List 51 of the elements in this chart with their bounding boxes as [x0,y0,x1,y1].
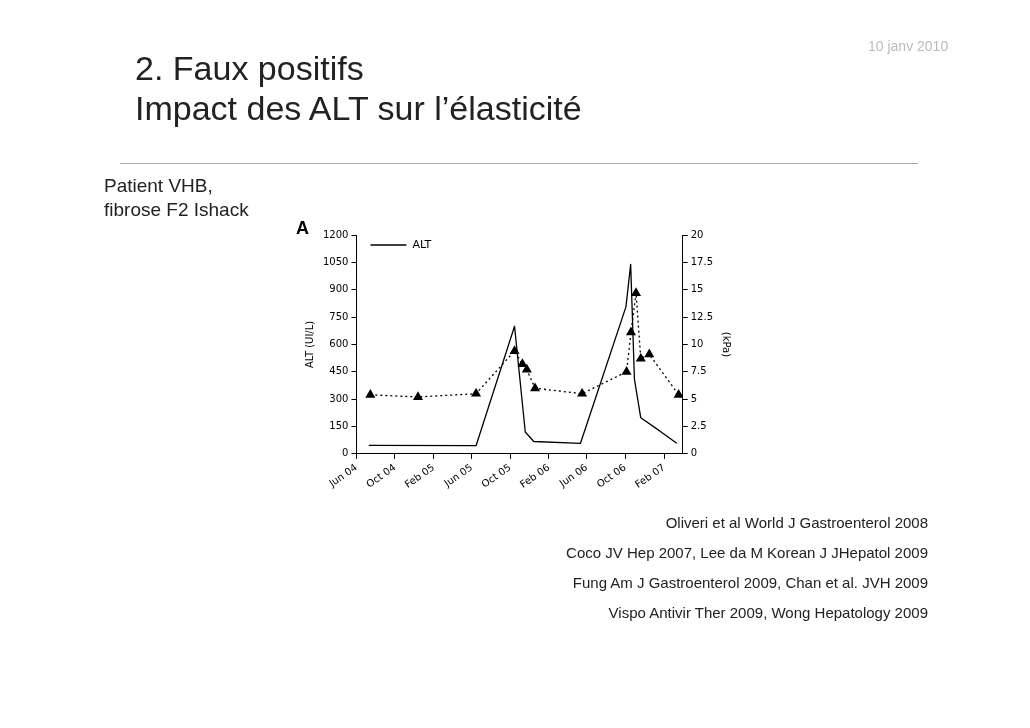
y2-tick-label: 20 [690,228,704,240]
y2-axis-title: (kPa) [721,331,733,358]
x-tick-label: Jun 04 [326,461,360,490]
y-tick-label: 450 [329,365,349,377]
y2-tick-label: 7.5 [690,365,707,377]
text: Fung Am J Gastroenterol 2009, Chan et al. JVH 2009 [571,573,928,593]
y-tick-label: 300 [329,392,349,404]
y2-tick-label: 12.5 [690,310,713,322]
point [365,389,375,398]
legend-label: ALT [412,237,432,251]
y-tick-label: 750 [329,310,349,322]
text: A [296,218,309,239]
point [674,389,683,398]
point [622,366,632,375]
x-tick-label: Feb 05 [402,461,437,490]
y-tick-label: 150 [329,420,349,432]
point [577,388,587,397]
x-tick-label: Oct 04 [364,461,398,490]
point [644,349,654,358]
y2-tick-label: 15 [690,283,704,295]
point [413,391,423,400]
point [471,388,481,397]
x-tick-label: Feb 06 [517,461,552,490]
text: Vispo Antivir Ther 2009, Wong Hepatology 2009 [607,603,928,623]
y-axis-title: ALT (UI/L) [303,320,315,369]
y2-tick-label: 17.5 [690,255,713,267]
y-tick-label: 0 [342,447,349,459]
text: Oliveri et al World J Gastroenterol 2008 [664,513,928,533]
point [530,383,540,392]
y2-tick-label: 2.5 [690,420,707,432]
point [636,353,646,362]
chart-title: 2. Faux positifs Impact des ALT sur l’élasticité [135,48,582,128]
point [510,345,520,354]
text: Coco JV Hep 2007, Lee da M Korean J JHepatol 2009 [566,543,928,563]
y-tick-label: 1050 [323,255,349,267]
y-tick-label: 1200 [323,228,349,240]
x-tick-label: Jun 05 [441,461,475,490]
point [517,359,527,368]
x-tick-label: Oct 05 [479,461,513,490]
y-tick-label: 600 [329,338,349,350]
text: Patient VHB, fibrose F2 Ishack [104,174,249,222]
x-tick-label: Feb 07 [632,461,667,490]
y2-tick-label: 5 [690,392,698,404]
point [631,287,641,296]
y2-tick-label: 0 [690,447,698,459]
y2-tick-label: 10 [690,338,704,350]
x-tick-label: Oct 06 [594,461,628,490]
text: 10 janv 2010 [868,38,949,54]
y-tick-label: 900 [329,283,349,295]
point [522,364,532,373]
x-tick-label: Jun 06 [556,461,590,490]
